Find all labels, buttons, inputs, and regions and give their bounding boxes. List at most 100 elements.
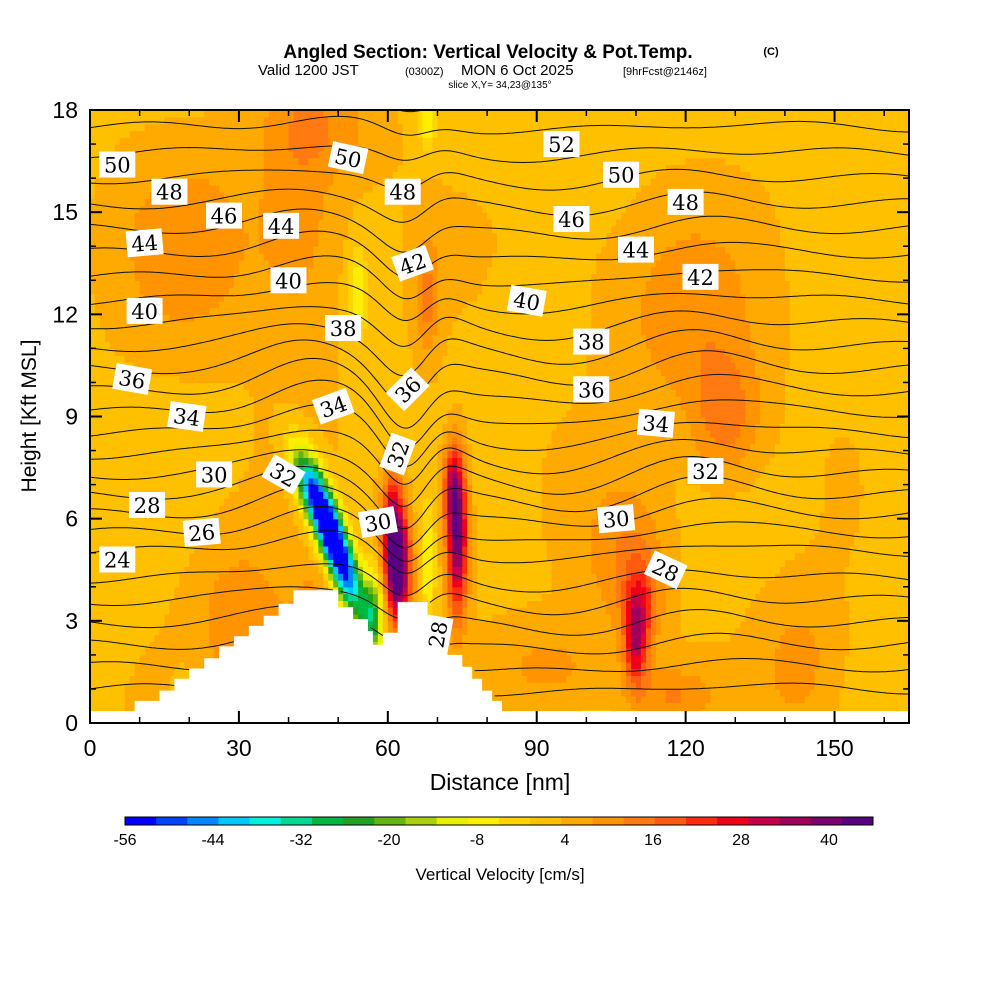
field-cell <box>477 661 483 670</box>
field-cell <box>144 559 151 567</box>
field-cell <box>248 586 255 595</box>
field-cell <box>546 614 553 622</box>
field-cell <box>899 539 905 547</box>
field-cell <box>487 573 493 581</box>
field-cell <box>779 552 786 561</box>
field-cell <box>789 579 796 588</box>
field-cell <box>670 675 677 683</box>
title-block: Angled Section: Vertical Velocity & Pot.… <box>258 42 779 91</box>
field-cell <box>695 641 702 649</box>
field-cell <box>765 566 771 574</box>
field-cell <box>670 668 677 676</box>
field-cell <box>665 620 672 629</box>
field-cell <box>159 518 166 527</box>
field-cell <box>834 600 841 608</box>
field-cell <box>497 634 503 642</box>
field-cell <box>581 620 587 629</box>
field-cell <box>531 552 538 561</box>
field-cell <box>134 627 141 636</box>
field-cell <box>645 579 652 588</box>
field-cell <box>859 668 865 676</box>
field-cell <box>566 586 573 595</box>
field-cell <box>824 688 831 697</box>
field-cell <box>437 573 444 581</box>
field-cell <box>745 620 751 629</box>
field-cell <box>358 600 364 608</box>
field-cell <box>869 661 875 670</box>
field-cell <box>566 579 573 588</box>
field-cell <box>258 545 265 554</box>
field-cell <box>884 586 890 595</box>
field-cell <box>238 593 245 601</box>
field-cell <box>581 641 587 649</box>
field-cell <box>94 614 101 622</box>
field-cell <box>730 600 736 608</box>
field-cell <box>576 566 582 574</box>
field-cell <box>631 539 637 547</box>
field-cell <box>735 620 741 629</box>
field-cell <box>521 573 528 581</box>
field-cell <box>501 586 508 595</box>
field-cell <box>819 675 826 683</box>
field-cell <box>268 586 275 595</box>
field-cell <box>874 539 880 547</box>
field-cell <box>571 600 578 608</box>
field-cell <box>839 641 846 649</box>
field-cell <box>214 573 220 581</box>
field-cell <box>670 682 677 690</box>
field-cell <box>149 695 156 704</box>
field-cell <box>139 552 146 561</box>
field-cell <box>179 648 185 656</box>
field-cell <box>482 573 488 581</box>
field-cell <box>144 620 151 629</box>
field-cell <box>397 593 404 601</box>
field-cell <box>561 682 568 690</box>
field-cell <box>576 586 582 595</box>
field-cell <box>323 552 329 561</box>
field-cell <box>427 559 434 567</box>
field-cell <box>541 525 548 533</box>
field-cell <box>601 614 607 622</box>
field-cell <box>690 614 697 622</box>
field-cell <box>606 648 612 656</box>
field-cell <box>139 668 146 676</box>
field-cell <box>725 695 731 704</box>
field-cell <box>710 702 717 710</box>
field-cell <box>675 682 682 690</box>
field-cell <box>561 620 568 629</box>
field-cell <box>814 545 821 554</box>
field-cell <box>184 559 190 567</box>
field-cell <box>636 525 642 533</box>
field-cell <box>541 573 548 581</box>
field-cell <box>531 559 538 567</box>
field-cell <box>94 702 101 710</box>
field-cell <box>611 593 617 601</box>
field-cell <box>650 539 657 547</box>
field-cell <box>104 614 111 622</box>
field-cell <box>536 607 543 615</box>
field-cell <box>581 532 587 540</box>
field-cell <box>209 573 215 581</box>
field-cell <box>750 532 756 540</box>
field-cell <box>765 620 771 629</box>
field-cell <box>596 552 602 561</box>
field-cell <box>159 607 166 615</box>
field-cell <box>551 593 558 601</box>
field-cell <box>273 600 280 608</box>
field-cell <box>288 532 295 540</box>
field-cell <box>367 552 374 561</box>
field-cell <box>755 641 761 649</box>
field-cell <box>129 593 136 601</box>
field-cell <box>869 525 875 533</box>
field-cell <box>184 511 190 520</box>
field-cell <box>626 648 632 656</box>
field-cell <box>144 654 151 663</box>
field-cell <box>109 648 116 656</box>
field-cell <box>104 532 111 540</box>
field-cell <box>889 634 895 642</box>
field-cell <box>839 545 846 554</box>
field-cell <box>293 552 300 561</box>
field-cell <box>104 675 111 683</box>
field-cell <box>348 559 354 567</box>
field-cell <box>422 552 429 561</box>
